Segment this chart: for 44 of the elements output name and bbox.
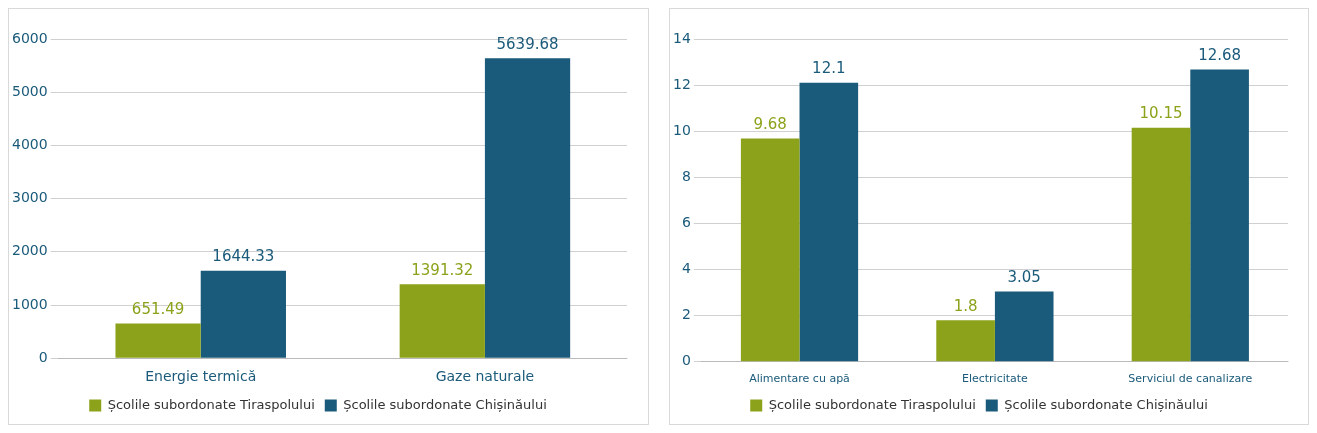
data-label: 1.8: [953, 296, 978, 315]
x-tick-label: Electricitate: [961, 372, 1028, 386]
data-label: 651.49: [131, 299, 185, 318]
bar: [399, 284, 485, 358]
y-tick-label: 0: [38, 348, 48, 365]
y-tick-label: 2: [681, 306, 691, 323]
bar: [115, 323, 201, 358]
data-label: 12.1: [811, 59, 846, 78]
bar: [484, 58, 571, 358]
bar: [200, 270, 286, 358]
x-tick-label: Energie termică: [145, 368, 257, 385]
data-label: 1644.33: [212, 247, 275, 266]
y-tick-label: 14: [672, 29, 691, 46]
data-label: 12.68: [1197, 45, 1241, 64]
y-tick-label: 2000: [11, 242, 48, 259]
data-label: 9.68: [753, 115, 787, 133]
x-tick-label: Gaze naturale: [435, 368, 535, 385]
y-tick-label: 5000: [11, 82, 48, 99]
y-tick-label: 8: [681, 167, 691, 184]
legend-label: Școlile subordonate Chișinăului: [343, 396, 547, 412]
bar: [1189, 69, 1249, 362]
legend-label: Școlile subordonate Tiraspolului: [107, 396, 315, 412]
y-tick-label: 0: [681, 352, 691, 369]
y-tick-label: 12: [672, 75, 691, 92]
data-label: 5639.68: [496, 34, 559, 53]
bar: [1131, 127, 1190, 362]
legend-label: Școlile subordonate Tiraspolului: [768, 396, 976, 412]
bar: [935, 320, 995, 362]
y-tick-label: 10: [672, 121, 691, 138]
y-tick-label: 6000: [11, 29, 48, 46]
x-tick-label: Serviciul de canalizare: [1127, 372, 1252, 386]
y-tick-label: 6: [681, 214, 691, 231]
y-tick-label: 4000: [11, 136, 48, 153]
bar: [740, 138, 800, 362]
data-label: 10.15: [1139, 104, 1182, 123]
y-tick-label: 3000: [11, 189, 48, 206]
y-tick-label: 1000: [11, 295, 48, 312]
bar: [994, 291, 1054, 362]
legend-label: Școlile subordonate Chișinăului: [1003, 396, 1208, 412]
data-label: 1391.32: [411, 260, 474, 279]
x-tick-label: Alimentare cu apă: [748, 372, 850, 386]
y-tick-label: 4: [681, 260, 691, 277]
data-label: 3.05: [1007, 267, 1041, 286]
bar: [799, 82, 858, 362]
